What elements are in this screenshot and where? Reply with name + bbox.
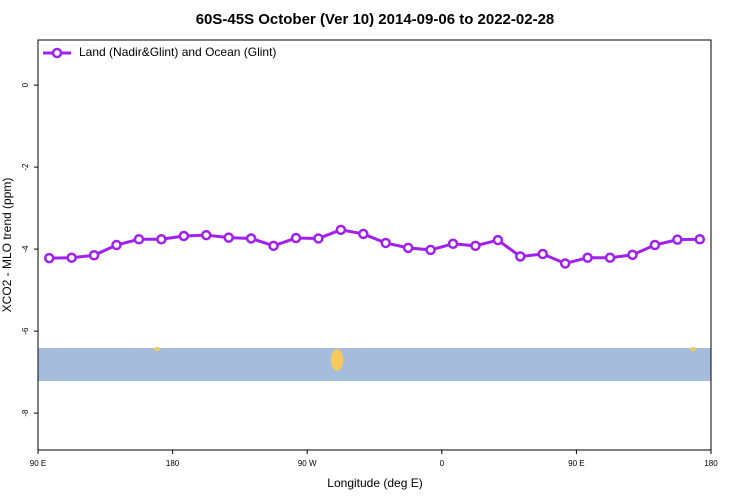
- chart-title: 60S-45S October (Ver 10) 2014-09-06 to 2…: [196, 11, 555, 28]
- y-tick-label: -4: [21, 245, 30, 253]
- x-tick-label: 180: [166, 459, 180, 468]
- data-point: [290, 232, 302, 244]
- data-point: [43, 252, 55, 264]
- y-tick-label: 0: [21, 82, 30, 87]
- data-point: [111, 239, 122, 251]
- y-tick-label: -8: [21, 409, 30, 417]
- data-point: [156, 234, 167, 245]
- data-point: [178, 230, 190, 242]
- y-tick-label: -6: [21, 327, 30, 335]
- data-point: [694, 234, 706, 245]
- x-tick-label: 0: [440, 459, 445, 468]
- data-point: [380, 237, 391, 249]
- data-point: [66, 252, 77, 263]
- land-shape: [154, 347, 160, 351]
- data-point: [627, 249, 638, 261]
- x-tick-label: 90 E: [30, 459, 46, 468]
- land-shape: [690, 347, 696, 351]
- land-shape: [331, 349, 343, 371]
- legend-label: Land (Nadir&Glint) and Ocean (Glint): [79, 45, 276, 59]
- data-point: [537, 248, 548, 260]
- data-point: [223, 232, 234, 243]
- y-axis-label: XCO2 - MLO trend (ppm): [0, 178, 14, 313]
- data-point: [559, 258, 571, 269]
- legend-marker: [51, 47, 63, 59]
- plot-frame: [37, 39, 712, 451]
- x-tick-label: 90 E: [568, 459, 584, 468]
- data-point: [425, 244, 436, 256]
- data-point: [245, 233, 257, 244]
- data-point: [515, 251, 526, 262]
- data-point: [88, 250, 100, 261]
- data-point: [201, 229, 212, 241]
- data-point: [649, 239, 661, 251]
- data-point: [470, 240, 481, 252]
- x-tick-label: 180: [704, 459, 718, 468]
- data-point: [313, 233, 324, 244]
- data-point: [133, 234, 145, 245]
- data-point: [358, 228, 369, 240]
- data-point: [582, 252, 593, 263]
- y-tick-label: -2: [21, 163, 30, 171]
- data-point: [335, 224, 347, 236]
- x-tick-label: 90 W: [298, 459, 317, 468]
- data-point: [447, 238, 459, 250]
- data-point: [492, 234, 504, 246]
- map-strip: [38, 348, 711, 381]
- data-point: [268, 240, 279, 252]
- data-point: [402, 242, 414, 254]
- x-axis-label: Longitude (deg E): [327, 476, 422, 490]
- data-point: [604, 252, 616, 263]
- data-point: [672, 234, 683, 245]
